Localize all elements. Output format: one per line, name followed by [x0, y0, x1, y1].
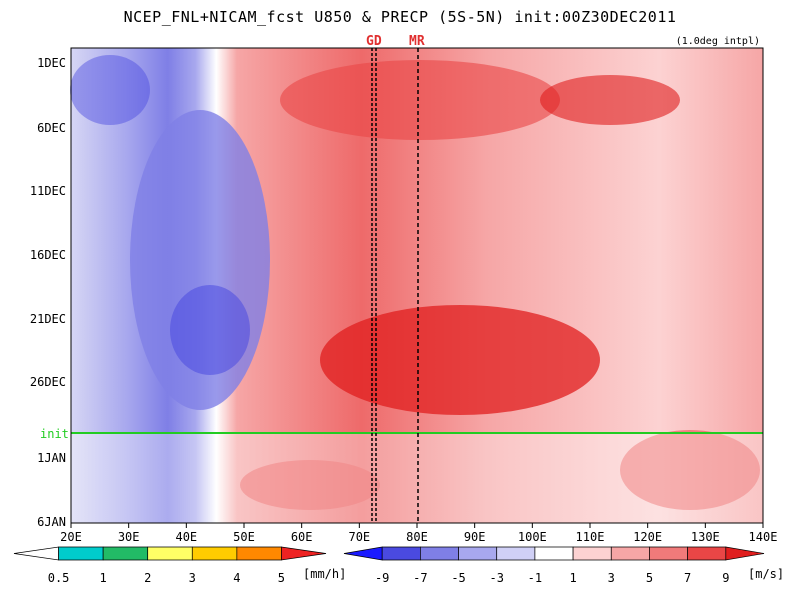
precip-colorbar-swatch — [281, 546, 327, 561]
y-tick-label: 21DEC — [29, 312, 66, 326]
u850-colorbar-swatch — [687, 546, 727, 561]
colorbars: 0.5 1 2 3 4 5 -9 -7 -5 -3 -1 1 3 5 7 9 — [13, 546, 765, 585]
plot-area — [70, 47, 764, 524]
u850-colorbar-tick-label: 7 — [684, 571, 691, 585]
precip-colorbar-tick-label: 0.5 — [48, 571, 70, 585]
westerly-minimum-north — [70, 55, 150, 125]
y-tick-label: 11DEC — [29, 184, 66, 198]
u850-colorbar-tick-label: 3 — [608, 571, 615, 585]
marker-label-gd: GD — [366, 34, 382, 49]
u850-colorbar-swatch — [496, 546, 536, 561]
precip-unit-label: [mm/h] — [303, 567, 347, 581]
x-tick-label: 120E — [633, 530, 662, 544]
x-axis: 20E 30E 40E 50E 60E 70E 80E 90E 100E 110E 120E 130E… — [60, 523, 777, 544]
u850-colorbar-swatch — [458, 546, 498, 561]
precip-colorbar-swatch — [236, 546, 282, 561]
y-tick-label: 26DEC — [29, 375, 66, 389]
precip-colorbar-swatch — [13, 546, 59, 561]
precip-colorbar-swatch — [147, 546, 193, 561]
westerly-maximum-forecast-east — [620, 430, 760, 510]
y-tick-label: 16DEC — [29, 248, 66, 262]
precip-colorbar-swatch — [58, 546, 104, 561]
x-tick-label: 100E — [518, 530, 547, 544]
chart-title: NCEP_FNL+NICAM_fcst U850 & PRECP (5S-5N)… — [123, 8, 677, 26]
y-tick-label: 1JAN — [37, 451, 66, 465]
u850-colorbar-tick-label: -5 — [451, 571, 465, 585]
u850-colorbar-swatch — [420, 546, 459, 561]
u850-colorbar-swatch — [381, 546, 421, 561]
u850-colorbar-tick-label: -1 — [528, 571, 542, 585]
y-tick-label: 6JAN — [37, 515, 66, 529]
westerly-maximum-forecast — [240, 460, 380, 510]
x-tick-label: 80E — [406, 530, 428, 544]
x-tick-label: 20E — [60, 530, 82, 544]
precip-colorbar-swatch — [191, 546, 238, 561]
westerly-maximum-early-dec — [280, 60, 560, 140]
u850-colorbar-swatch — [725, 546, 765, 561]
x-tick-label: 70E — [348, 530, 370, 544]
u850-colorbar-swatch — [610, 546, 650, 561]
u850-unit-label: [m/s] — [748, 567, 785, 581]
u850-colorbar-swatch — [343, 546, 383, 561]
init-label: init — [40, 427, 69, 441]
u850-colorbar-tick-label: -9 — [375, 571, 389, 585]
marker-label-mr: MR — [409, 34, 425, 49]
u850-colorbar-tick-label: 9 — [722, 571, 729, 585]
x-tick-label: 110E — [576, 530, 605, 544]
precip-colorbar-tick-label: 2 — [144, 571, 151, 585]
u850-colorbar-swatch — [534, 546, 574, 561]
x-tick-label: 60E — [291, 530, 313, 544]
precip-colorbar-tick-label: 1 — [100, 571, 107, 585]
u850-colorbar-tick-label: -7 — [413, 571, 427, 585]
westerly-maximum-east — [540, 75, 680, 125]
u850-colorbar-swatch — [572, 546, 612, 561]
x-tick-label: 30E — [118, 530, 140, 544]
u850-colorbar-swatch — [649, 546, 688, 561]
x-tick-label: 90E — [464, 530, 486, 544]
precip-colorbar-tick-label: 4 — [233, 571, 240, 585]
y-tick-label: 6DEC — [37, 121, 66, 135]
x-tick-label: 50E — [233, 530, 255, 544]
u850-colorbar-tick-label: 1 — [569, 571, 576, 585]
forecast-period-shading — [71, 434, 763, 523]
x-tick-label: 130E — [691, 530, 720, 544]
u850-colorbar-tick-label: -3 — [490, 571, 504, 585]
chart-subtitle: (1.0deg intpl) — [675, 36, 760, 47]
u850-colorbar-tick-label: 5 — [646, 571, 653, 585]
westerly-minimum-core — [170, 285, 250, 375]
westerly-maximum-late-dec — [320, 305, 600, 415]
x-tick-label: 40E — [175, 530, 197, 544]
precip-colorbar-swatch — [102, 546, 149, 561]
x-tick-label: 140E — [749, 530, 778, 544]
precip-colorbar-tick-label: 5 — [278, 571, 285, 585]
y-tick-label: 1DEC — [37, 56, 66, 70]
precip-colorbar-tick-label: 3 — [189, 571, 196, 585]
